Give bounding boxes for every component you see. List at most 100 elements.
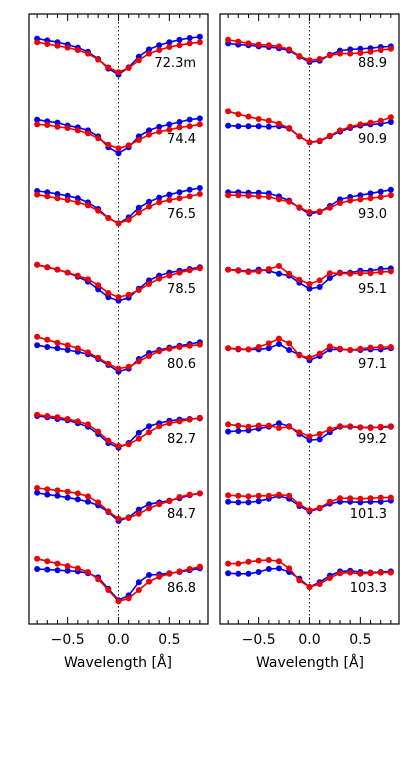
data-point-red (387, 114, 394, 121)
data-point-red (34, 411, 41, 418)
data-point-blue (186, 116, 193, 123)
data-point-blue (196, 33, 203, 40)
data-point-red (44, 41, 51, 47)
data-point-red (156, 275, 163, 282)
data-point-red (176, 42, 183, 49)
data-point-red (135, 137, 142, 143)
data-point-red (54, 487, 61, 494)
data-point-red (275, 425, 282, 431)
data-point-red (125, 142, 132, 149)
data-point-red (146, 131, 153, 138)
data-point-red (156, 47, 163, 53)
data-point-red (387, 569, 394, 576)
data-point-red (265, 266, 272, 272)
data-point-red (115, 365, 122, 372)
data-point-red (95, 56, 102, 63)
data-point-red (74, 272, 81, 279)
data-point-red (286, 270, 293, 277)
data-point-blue (196, 185, 203, 191)
data-point-red (44, 122, 51, 128)
data-point-blue (166, 121, 173, 128)
data-point-red (316, 581, 323, 587)
data-point-red (377, 494, 384, 501)
data-point-red (316, 208, 323, 215)
data-point-blue (34, 566, 41, 572)
data-point-blue (176, 119, 183, 125)
data-point-red (186, 267, 193, 274)
data-point-red (64, 125, 71, 131)
data-point-blue (275, 565, 282, 572)
data-point-red (156, 573, 163, 580)
data-point-red (367, 119, 374, 126)
data-point-red (125, 216, 132, 223)
data-point-red (306, 209, 313, 215)
x-tick-label: −0.5 (242, 632, 276, 648)
data-point-red (235, 192, 242, 199)
data-point-red (306, 139, 313, 146)
data-point-red (347, 123, 354, 130)
data-point-red (387, 45, 394, 52)
row-label: 101.3 (350, 507, 387, 522)
data-point-blue (95, 286, 102, 293)
data-point-red (367, 195, 374, 202)
data-point-blue (275, 270, 282, 277)
data-point-red (255, 268, 262, 275)
row-label: 74.4 (167, 132, 196, 147)
x-axis-label-right: Wavelength [Å] (256, 654, 364, 671)
data-point-blue (64, 192, 71, 199)
data-point-blue (156, 194, 163, 201)
data-point-blue (245, 499, 252, 506)
data-point-red (387, 268, 394, 275)
data-point-blue (54, 345, 61, 352)
data-point-red (176, 269, 183, 276)
data-point-red (347, 569, 354, 576)
data-point-red (176, 344, 183, 350)
data-point-blue (275, 420, 282, 427)
data-point-red (347, 347, 354, 353)
data-point-red (275, 263, 282, 269)
data-point-red (74, 490, 81, 497)
data-point-red (387, 423, 394, 430)
data-point-red (95, 499, 102, 506)
data-point-red (196, 191, 203, 197)
data-point-red (146, 353, 153, 359)
data-point-red (84, 569, 91, 575)
data-point-red (326, 204, 333, 211)
data-point-red (74, 565, 81, 572)
data-point-blue (235, 499, 242, 506)
data-point-red (196, 121, 203, 128)
data-point-blue (156, 42, 163, 49)
data-point-red (105, 587, 112, 593)
data-point-red (337, 50, 344, 57)
data-point-blue (225, 570, 232, 577)
data-point-red (44, 193, 51, 200)
data-point-blue (235, 570, 242, 577)
data-point-red (44, 336, 51, 343)
data-point-red (296, 276, 303, 283)
data-point-red (34, 333, 41, 340)
data-point-blue (34, 489, 41, 496)
data-point-blue (225, 428, 232, 435)
data-point-red (225, 560, 232, 567)
data-point-red (135, 587, 142, 593)
data-point-blue (64, 494, 71, 501)
row-label: 93.0 (358, 207, 387, 222)
data-point-red (44, 486, 51, 493)
data-point-blue (186, 35, 193, 41)
data-point-red (135, 358, 142, 365)
data-point-blue (64, 567, 71, 574)
data-point-red (235, 492, 242, 499)
data-point-red (357, 50, 364, 56)
data-point-red (296, 133, 303, 140)
data-point-red (245, 346, 252, 353)
data-point-red (146, 203, 153, 210)
data-point-blue (387, 119, 394, 125)
data-point-red (306, 57, 313, 64)
data-point-blue (34, 116, 41, 123)
data-point-red (367, 344, 374, 351)
data-point-red (166, 126, 173, 133)
data-point-red (54, 339, 61, 346)
data-point-blue (316, 436, 323, 443)
data-point-red (286, 340, 293, 347)
data-point-red (387, 344, 394, 350)
